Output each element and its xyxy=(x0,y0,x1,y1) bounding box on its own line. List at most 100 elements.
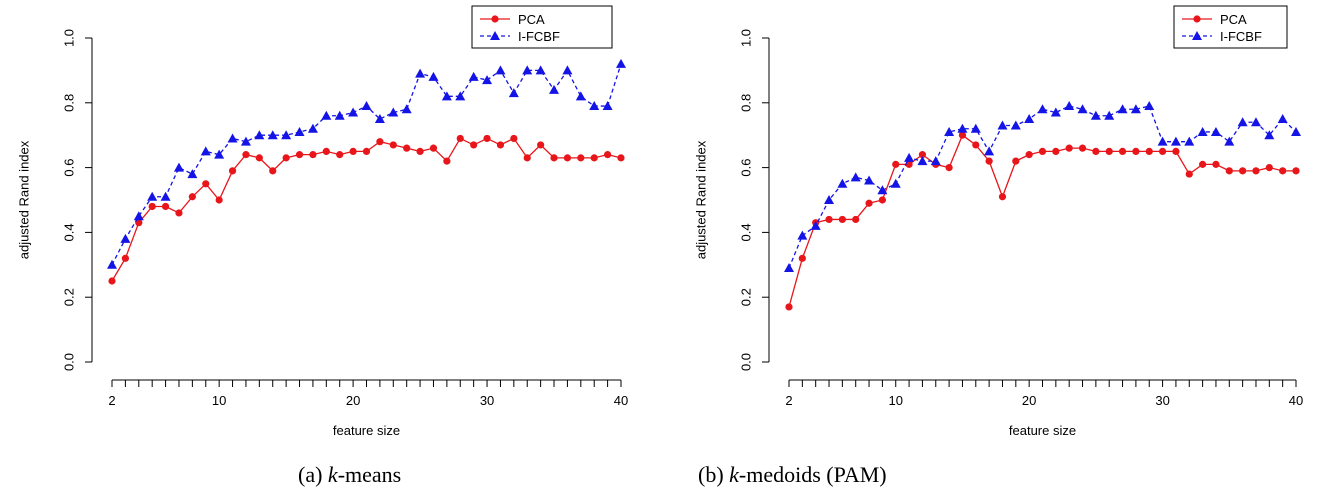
data-point xyxy=(348,107,359,117)
data-point xyxy=(890,178,901,188)
legend-entry-label: I-FCBF xyxy=(518,29,560,44)
data-point xyxy=(577,154,585,162)
data-point xyxy=(865,199,873,207)
data-point xyxy=(522,65,533,75)
data-point xyxy=(1277,114,1288,123)
data-point xyxy=(133,211,144,221)
x-tick-label: 20 xyxy=(1022,393,1036,408)
y-tick-label: 0.8 xyxy=(738,94,753,112)
series-line xyxy=(788,105,1297,269)
data-point xyxy=(495,65,506,75)
legend-marker xyxy=(491,15,499,23)
data-point xyxy=(958,131,967,139)
data-point xyxy=(1012,157,1020,165)
data-point xyxy=(930,156,941,166)
data-point xyxy=(401,104,412,114)
data-point xyxy=(483,134,491,143)
data-point xyxy=(242,151,250,159)
data-point xyxy=(254,130,265,140)
data-point xyxy=(510,134,518,143)
data-point xyxy=(107,259,117,269)
data-point xyxy=(563,154,572,162)
y-tick-label: 0.2 xyxy=(738,288,753,306)
data-point xyxy=(892,160,900,168)
data-point xyxy=(1038,147,1047,155)
data-point xyxy=(175,209,183,217)
y-tick-label: 1.0 xyxy=(61,29,76,47)
data-point xyxy=(1212,160,1220,168)
data-point xyxy=(798,254,806,262)
data-point xyxy=(878,196,886,204)
caption-suffix: -means xyxy=(337,462,402,487)
legend-box xyxy=(1173,5,1288,49)
data-point xyxy=(985,157,993,165)
data-point xyxy=(148,202,156,211)
data-point xyxy=(1132,147,1140,155)
series-line xyxy=(111,63,622,266)
data-point xyxy=(1092,147,1100,155)
data-point xyxy=(416,147,424,155)
data-point xyxy=(361,101,372,111)
data-point xyxy=(388,107,399,117)
data-point xyxy=(443,157,451,165)
data-point xyxy=(604,151,612,159)
data-point xyxy=(147,191,158,201)
caption-italic: k xyxy=(327,462,338,487)
data-point xyxy=(322,147,330,155)
legend-entry-label: PCA xyxy=(1220,12,1247,27)
data-point xyxy=(998,193,1007,201)
chart-panel-kmeans: 0.0 0.2 0.4 0.6 0.8 1.0 adjusted Rand index 2 10… xyxy=(16,5,628,487)
data-point xyxy=(550,154,558,162)
data-point xyxy=(784,263,794,273)
data-point xyxy=(108,277,116,285)
data-point xyxy=(362,147,371,155)
data-point xyxy=(850,172,861,182)
series-i-fcbf xyxy=(784,101,1301,273)
series-i-fcbf xyxy=(107,58,626,269)
data-point xyxy=(307,123,318,133)
data-point xyxy=(1090,110,1101,120)
x-axis-label: feature size xyxy=(1009,423,1076,438)
data-point xyxy=(1225,167,1233,175)
data-point xyxy=(428,71,439,81)
data-point xyxy=(1065,144,1073,152)
data-point xyxy=(1144,101,1155,111)
data-point xyxy=(824,195,835,204)
data-point xyxy=(1199,160,1207,168)
data-point xyxy=(984,146,995,156)
caption-italic: k xyxy=(729,462,739,487)
data-point xyxy=(957,123,968,133)
data-point xyxy=(1037,104,1048,114)
data-point xyxy=(429,144,438,152)
chart-kmeans: 0.0 0.2 0.4 0.6 0.8 1.0 adjusted Rand index 2 10… xyxy=(16,5,628,438)
y-tick-label: 0.6 xyxy=(738,159,753,177)
legend-marker xyxy=(1193,15,1201,23)
data-point xyxy=(1050,107,1061,117)
data-point xyxy=(785,303,793,311)
data-point xyxy=(374,114,385,123)
data-point xyxy=(852,215,860,224)
data-point xyxy=(295,151,304,159)
data-point xyxy=(1158,147,1167,155)
data-point xyxy=(200,146,211,156)
data-point xyxy=(403,144,411,152)
data-point xyxy=(602,101,613,111)
data-point xyxy=(1264,130,1275,140)
data-point xyxy=(135,219,143,227)
data-point xyxy=(617,154,625,162)
data-point xyxy=(160,191,171,201)
data-point xyxy=(1170,136,1181,146)
data-point xyxy=(1117,104,1128,114)
data-point xyxy=(944,126,955,136)
data-point xyxy=(349,147,357,155)
data-point xyxy=(1237,117,1248,127)
data-point xyxy=(321,110,332,120)
data-point xyxy=(972,141,980,149)
data-point xyxy=(616,58,626,68)
data-point xyxy=(1052,147,1060,155)
data-point xyxy=(904,152,915,162)
x-tick-label: 40 xyxy=(614,393,628,408)
data-point xyxy=(1265,164,1273,172)
chart-panel-kmedoids: 0.0 0.2 0.4 0.6 0.8 1.0 adjusted Rand index 2 10… xyxy=(662,0,1323,498)
series-line xyxy=(111,137,622,282)
